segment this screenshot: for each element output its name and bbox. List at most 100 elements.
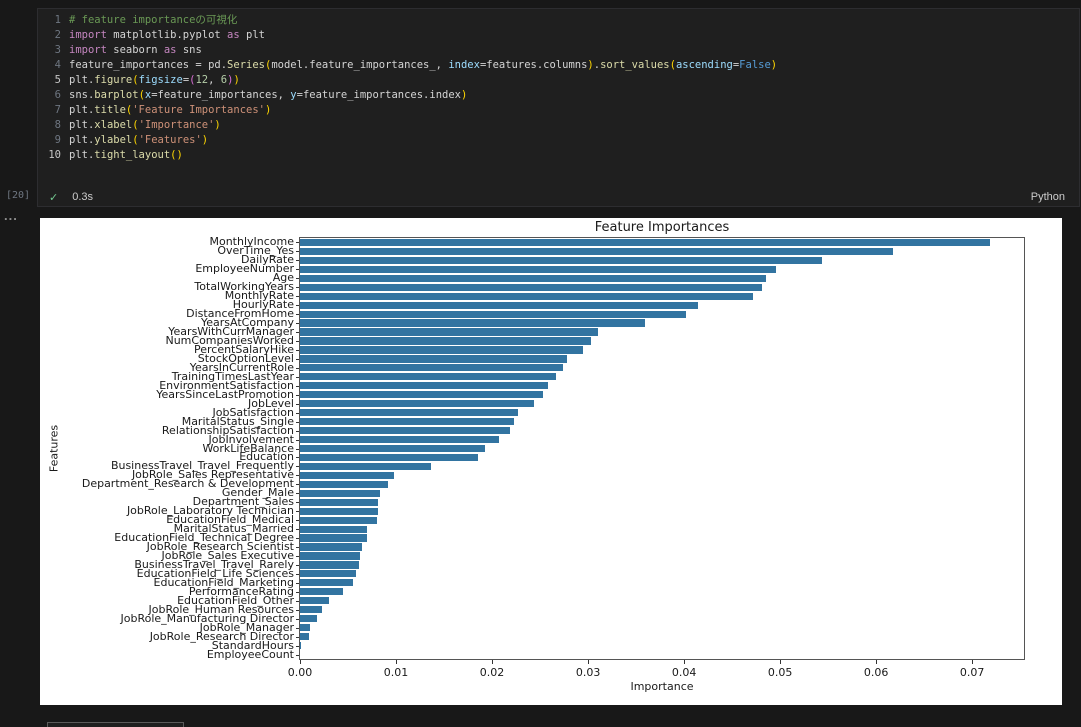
language-picker[interactable]: Python <box>1030 191 1065 203</box>
y-tick-label: YearsInCurrentRole <box>189 360 294 374</box>
y-tick-mark <box>296 591 299 593</box>
y-tick-mark <box>296 654 299 656</box>
y-tick-mark <box>296 314 299 316</box>
x-tick-label: 0.03 <box>575 666 601 679</box>
code-line[interactable]: 10 plt.tight_layout() <box>38 148 1079 163</box>
bar <box>300 624 310 632</box>
y-tick-mark <box>296 636 299 638</box>
x-tick-mark <box>972 660 974 664</box>
y-tick-label: Department_Research & Development <box>81 477 294 491</box>
bar <box>300 274 766 282</box>
x-tick-mark <box>684 660 686 664</box>
x-tick-mark <box>876 660 878 664</box>
y-tick-mark <box>296 475 299 477</box>
bar <box>300 265 777 273</box>
y-tick-mark <box>296 439 299 441</box>
y-tick-label: PercentSalaryHike <box>193 342 294 356</box>
code-text: sns.barplot(x=feature_importances, y=fea… <box>69 89 468 101</box>
y-tick-label: DistanceFromHome <box>186 307 294 321</box>
code-cell-editor[interactable]: 1 # feature importanceの可視化 2 import matplot… <box>37 8 1080 207</box>
y-tick-mark <box>296 457 299 459</box>
code-line[interactable]: 6 sns.barplot(x=feature_importances, y=fe… <box>38 88 1079 103</box>
y-tick-mark <box>296 349 299 351</box>
y-tick-label: JobRole_Human Resources <box>148 602 294 616</box>
y-tick-label: EmployeeCount <box>206 647 294 661</box>
code-line[interactable]: 9 plt.ylabel('Features') <box>38 133 1079 148</box>
bar <box>300 489 380 497</box>
bar <box>300 561 359 569</box>
y-tick-label: StandardHours <box>211 638 294 652</box>
code-line[interactable]: 7 plt.title('Feature Importances') <box>38 103 1079 118</box>
y-tick-label: EducationField_Other <box>177 593 294 607</box>
y-tick-mark <box>296 269 299 271</box>
bar <box>300 597 329 605</box>
x-tick-label: 0.07 <box>959 666 985 679</box>
code-line[interactable]: 1 # feature importanceの可視化 <box>38 13 1079 28</box>
bar <box>300 283 762 291</box>
y-tick-label: OverTime_Yes <box>217 244 294 258</box>
y-tick-mark <box>296 305 299 307</box>
bar <box>300 337 591 345</box>
y-tick-mark <box>296 278 299 280</box>
y-tick-mark <box>296 582 299 584</box>
bar <box>300 409 518 417</box>
bar <box>300 328 598 336</box>
code-line[interactable]: 2 import matplotlib.pyplot as plt <box>38 28 1079 43</box>
y-tick-mark <box>296 242 299 244</box>
code-text: plt.tight_layout() <box>69 149 183 161</box>
line-number: 3 <box>54 44 61 56</box>
figure: Feature Importances Importance Features … <box>40 218 1062 705</box>
code-line[interactable]: 4 feature_importances = pd.Series(model.f… <box>38 58 1079 73</box>
x-tick-label: 0.04 <box>671 666 697 679</box>
y-tick-label: Education <box>239 450 294 464</box>
y-tick-mark <box>296 287 299 289</box>
y-tick-label: HourlyRate <box>232 298 294 312</box>
bar <box>300 292 754 300</box>
y-tick-label: YearsWithCurrManager <box>168 325 294 339</box>
y-tick-mark <box>296 573 299 575</box>
y-tick-label: BusinessTravel_Travel_Frequently <box>110 459 294 473</box>
bar <box>300 435 499 444</box>
y-tick-mark <box>296 376 299 378</box>
partial-bottom-button[interactable] <box>47 722 184 727</box>
code-lines[interactable]: 1 # feature importanceの可視化 2 import matplot… <box>38 13 1079 163</box>
y-tick-label: MonthlyIncome <box>209 235 294 249</box>
y-tick-label: PerformanceRating <box>188 584 294 598</box>
y-tick-label: EnvironmentSatisfaction <box>159 378 294 392</box>
y-tick-mark <box>296 493 299 495</box>
y-tick-mark <box>296 332 299 334</box>
x-tick-label: 0.02 <box>479 666 505 679</box>
y-tick-label: Gender_Male <box>221 486 294 500</box>
bar <box>300 382 548 390</box>
y-tick-label: EducationField_Technical Degree <box>114 531 294 545</box>
line-number: 7 <box>54 104 61 116</box>
y-tick-mark <box>296 430 299 432</box>
y-tick-mark <box>296 260 299 262</box>
x-tick-mark <box>780 660 782 664</box>
bar <box>300 579 353 587</box>
bar <box>300 606 323 614</box>
y-tick-label: EducationField_Life Sciences <box>136 566 294 580</box>
bar <box>300 364 564 372</box>
y-tick-mark <box>296 547 299 549</box>
bar <box>300 301 698 309</box>
y-tick-mark <box>296 538 299 540</box>
y-tick-mark <box>296 520 299 522</box>
bar <box>300 373 557 381</box>
code-line[interactable]: 3 import seaborn as sns <box>38 43 1079 58</box>
code-text: # feature importanceの可視化 <box>69 14 238 26</box>
code-text: plt.title('Feature Importances') <box>69 104 272 116</box>
code-text: plt.xlabel('Importance') <box>69 119 221 131</box>
x-axis-label: Importance <box>630 680 694 693</box>
line-number: 9 <box>54 134 61 146</box>
execution-duration: 0.3s <box>72 191 94 203</box>
y-tick-label: TrainingTimesLastYear <box>171 369 294 383</box>
code-line[interactable]: 8 plt.xlabel('Importance') <box>38 118 1079 133</box>
y-tick-mark <box>296 484 299 486</box>
code-line[interactable]: 5 plt.figure(figsize=(12, 6)) <box>38 73 1079 88</box>
y-tick-label: JobInvolvement <box>208 432 294 446</box>
code-text: plt.figure(figsize=(12, 6)) <box>69 74 240 86</box>
line-number: 10 <box>48 149 61 161</box>
cell-status-bar: ✓ 0.3s Python <box>37 188 1080 206</box>
output-options-icon[interactable]: ... <box>4 208 18 223</box>
